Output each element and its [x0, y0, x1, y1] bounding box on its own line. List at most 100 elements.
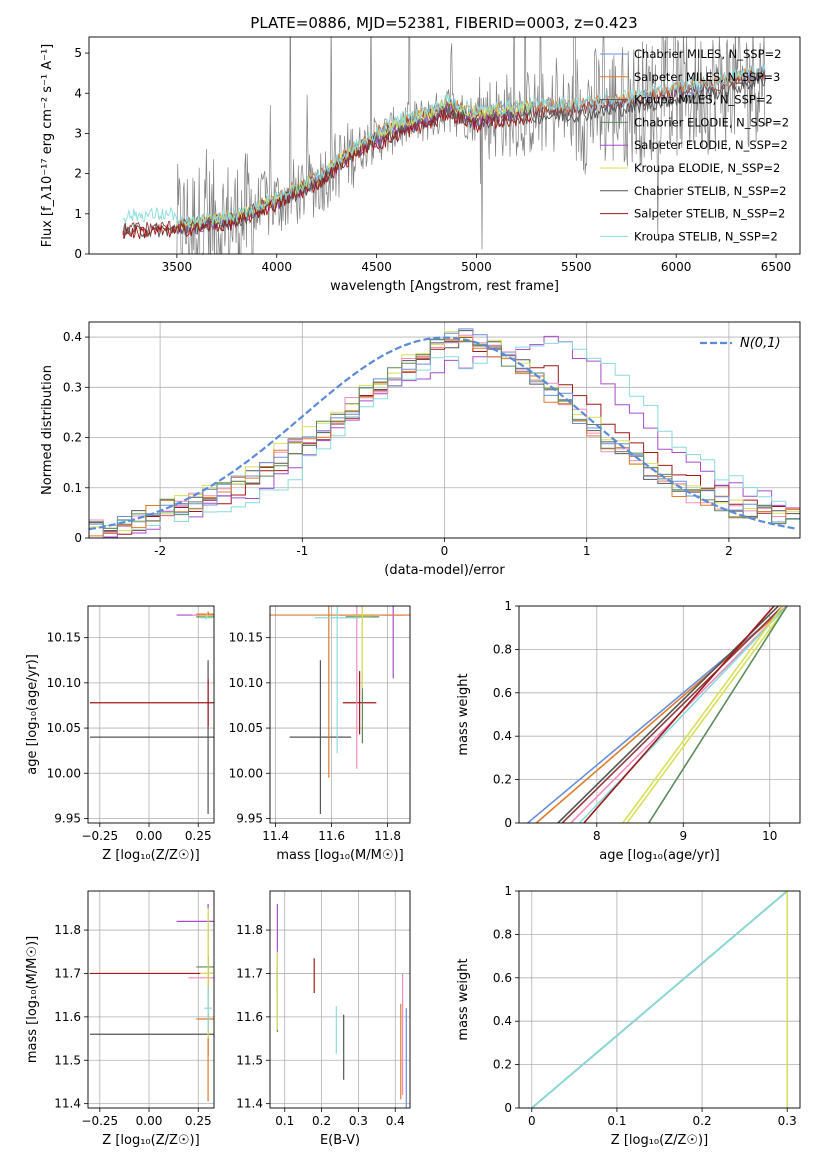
errorbar — [270, 606, 410, 778]
axes-frame — [88, 36, 801, 255]
y-tick-label: 0.4 — [493, 1014, 512, 1028]
y-tick-label: 10.15 — [229, 631, 263, 645]
y-tick-label: 4 — [74, 86, 82, 100]
x-tick-label: -1 — [296, 544, 308, 558]
y-tick-label: 1 — [504, 599, 512, 613]
x-tick-label: 0.3 — [778, 1114, 797, 1128]
axes-frame — [518, 605, 801, 824]
x-tick-label: 0.1 — [607, 1114, 626, 1128]
axes-frame — [87, 605, 215, 824]
y-tick-label: 11.7 — [236, 966, 263, 980]
normal-curve — [89, 336, 798, 531]
histogram-step — [89, 331, 800, 531]
spectrum-panel: 3500 4000 4500 5000 5500 6000 6500 0 1 2 3 4 5 wavele… — [40, 36, 801, 294]
y-axis-label: age [log₁₀(age/yr)] — [25, 654, 40, 775]
x-tick-label: 0.2 — [312, 1114, 331, 1128]
y-tick-label: 11.8 — [236, 923, 263, 937]
histograms — [89, 328, 800, 538]
mass-weight-line — [622, 606, 784, 823]
axes-frame — [88, 321, 801, 539]
mass-weight-line — [578, 606, 788, 823]
y-axis-label: mass weight — [456, 673, 471, 755]
x-tick-label: 8 — [593, 829, 601, 843]
y-tick-label: 9.95 — [236, 811, 263, 825]
mass-weight-line — [583, 606, 775, 823]
y-tick-label: 5 — [74, 46, 82, 60]
y-tick-label: 10.15 — [47, 631, 81, 645]
x-tick-label: 0.00 — [136, 829, 163, 843]
y-tick-label: 10.05 — [229, 721, 263, 735]
x-tick-label: 5000 — [461, 260, 492, 274]
x-tick-label: −0.25 — [81, 1114, 118, 1128]
y-tick-label: 0.6 — [493, 971, 512, 985]
x-axis-label: Z [log₁₀(Z/Z☉)] — [611, 1133, 708, 1148]
legend-label: Salpeter MILES, N_SSP=3 — [634, 70, 780, 84]
x-tick-label: 0 — [528, 1114, 536, 1128]
errorbar — [199, 614, 214, 618]
x-tick-label: 3500 — [162, 260, 193, 274]
cumulative-lines — [531, 891, 789, 1108]
axes-frame — [518, 890, 801, 1109]
x-axis-label: E(B-V) — [320, 1133, 360, 1148]
y-tick-label: 10.10 — [229, 676, 263, 690]
x-tick-label: 2 — [725, 544, 733, 558]
figure-title: PLATE=0886, MJD=52381, FIBERID=0003, z=0… — [250, 14, 637, 32]
x-tick-label: 6000 — [661, 260, 692, 274]
y-tick-label: 10.10 — [47, 676, 81, 690]
plot-area — [88, 606, 214, 823]
plot-area — [88, 891, 214, 1108]
y-tick-label: 0 — [74, 247, 82, 261]
axes-frame — [269, 605, 411, 824]
model-line-kroupa_elodie — [176, 96, 533, 232]
x-tick-label: 0 — [441, 544, 449, 558]
y-tick-label: 0.3 — [63, 380, 82, 394]
y-axis-label: mass [log₁₀(M/M☉)] — [25, 936, 40, 1063]
legend-label: Chabrier STELIB, N_SSP=2 — [634, 184, 786, 198]
x-tick-label: 0.4 — [386, 1114, 405, 1128]
x-tick-label: 0.00 — [136, 1114, 163, 1128]
y-tick-label: 2 — [74, 167, 82, 181]
x-axis-label: (data-model)/error — [384, 563, 505, 578]
legend-label: Kroupa STELIB, N_SSP=2 — [634, 229, 778, 243]
errorbar — [89, 679, 214, 727]
y-tick-label: 0 — [74, 531, 82, 545]
y-tick-label: 0.8 — [493, 642, 512, 656]
y-tick-label: 0 — [504, 816, 512, 830]
legend-label: Salpeter ELODIE, N_SSP=2 — [634, 138, 788, 152]
model-line-salpeter_stelib — [122, 108, 533, 239]
x-tick-label: 10 — [762, 829, 777, 843]
errorbars — [89, 611, 214, 814]
errorbar — [200, 615, 213, 620]
x-axis-label: age [log₁₀(age/yr)] — [599, 848, 720, 863]
errorbars — [270, 606, 410, 814]
mass-weight-line — [626, 606, 788, 823]
axes-frame — [269, 890, 411, 1109]
mass-weight-line — [531, 891, 788, 1108]
plot-area — [89, 322, 800, 539]
cumulative-lines — [527, 606, 788, 823]
legend-label: N(0,1) — [740, 336, 781, 351]
y-tick-label: 11.6 — [236, 1010, 263, 1024]
legend-label: Chabrier MILES, N_SSP=2 — [634, 47, 781, 61]
x-tick-label: 1 — [583, 544, 591, 558]
y-tick-label: 0 — [504, 1101, 512, 1115]
errorbar — [204, 986, 213, 1030]
x-tick-label: 0.3 — [349, 1114, 368, 1128]
x-tick-label: -2 — [154, 544, 166, 558]
errorbar — [354, 606, 371, 689]
x-tick-label: 0.25 — [185, 1114, 212, 1128]
legend: Chabrier MILES, N_SSP=2 Salpeter MILES, N… — [600, 47, 789, 243]
y-tick-label: 11.4 — [54, 1097, 81, 1111]
histogram-step — [89, 341, 800, 538]
y-tick-label: 1 — [504, 884, 512, 898]
plot-area — [270, 606, 410, 823]
y-tick-label: 9.95 — [54, 811, 81, 825]
y-tick-label: 11.5 — [236, 1053, 263, 1067]
age-vs-Z-panel: −0.25 0.00 0.25 9.95 10.00 10.05 10.10 10.15 Z [… — [25, 605, 215, 863]
plot-area — [270, 891, 410, 1108]
y-tick-label: 1 — [74, 207, 82, 221]
y-axis-label: Normed distribution — [40, 365, 55, 495]
y-tick-label: 0.4 — [493, 729, 512, 743]
x-tick-label: 6500 — [761, 260, 792, 274]
legend-label: Chabrier ELODIE, N_SSP=2 — [634, 115, 789, 129]
